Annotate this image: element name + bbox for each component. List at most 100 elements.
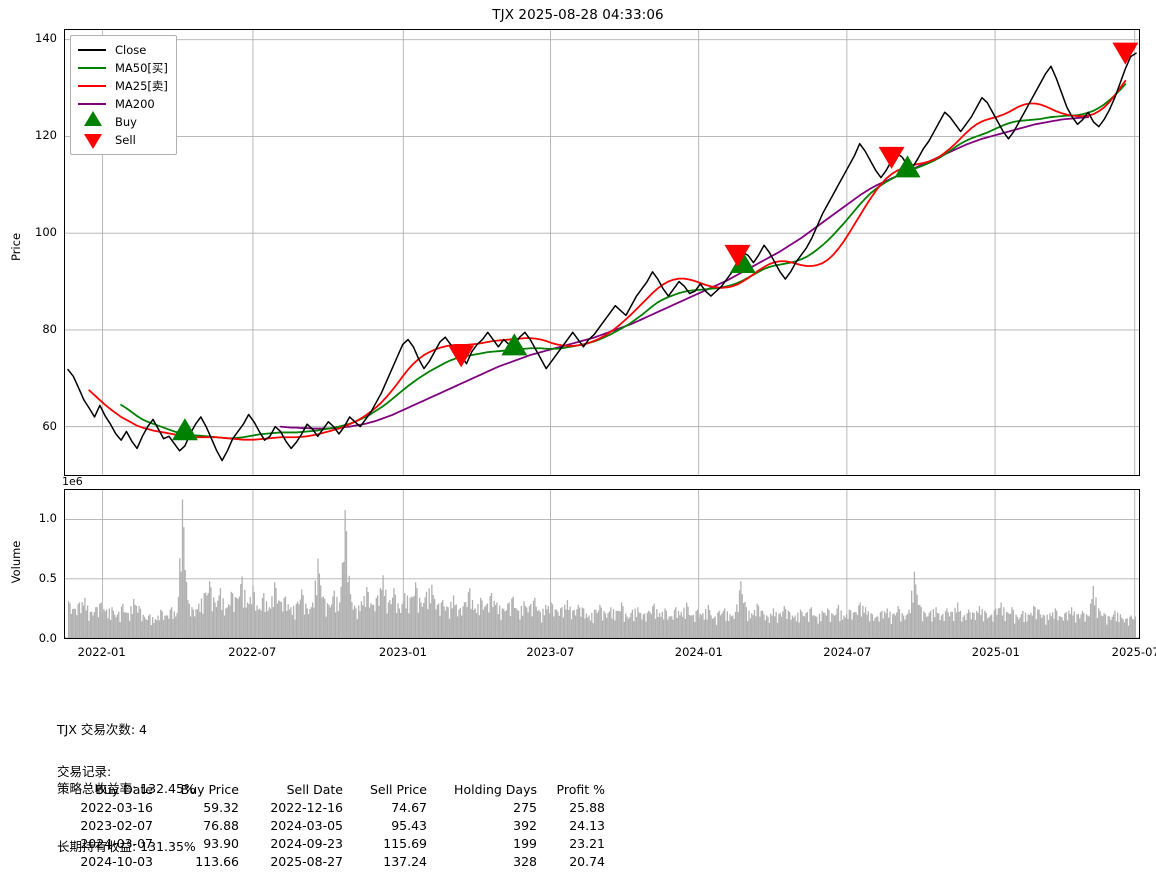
volume-bar	[507, 603, 509, 638]
volume-bar	[572, 610, 574, 638]
volume-bar	[513, 607, 516, 638]
volume-bar	[667, 619, 669, 638]
volume-bar	[898, 609, 901, 638]
volume-bar	[589, 620, 592, 638]
volume-bar	[447, 607, 449, 638]
volume-bar	[119, 622, 121, 638]
volume-bar	[257, 609, 260, 638]
volume-bar	[673, 609, 676, 638]
volume-bar	[866, 614, 868, 638]
volume-bar	[93, 612, 96, 638]
volume-bar	[236, 597, 238, 638]
volume-bar	[298, 604, 300, 638]
volume-bar	[519, 619, 521, 638]
volume-bar	[438, 603, 440, 638]
table-row: 2024-10-03 113.66 2025-08-27 137.24 328 20.74	[57, 853, 605, 871]
volume-bar	[372, 604, 375, 638]
volume-bar	[810, 607, 813, 638]
volume-bar	[837, 604, 840, 638]
volume-bar	[688, 615, 691, 638]
volume-bar	[221, 609, 223, 638]
volume-bar	[85, 610, 87, 638]
volume-bar	[530, 604, 532, 638]
volume-bar	[919, 604, 921, 638]
volume-bar	[467, 592, 470, 638]
volume-bar	[432, 595, 434, 638]
volume-bar	[1024, 612, 1027, 638]
volume-bar	[553, 616, 555, 638]
volume-bar	[80, 613, 82, 638]
volume-bar	[1134, 616, 1136, 638]
volume-bar	[923, 611, 925, 638]
volume-bar	[913, 571, 916, 638]
volume-bar	[719, 615, 722, 638]
volume-bar	[625, 613, 627, 638]
volume-bar	[755, 616, 757, 638]
volume-bar	[790, 619, 792, 638]
table-row: 2023-02-07 76.88 2024-03-05 95.43 392 24.13	[57, 817, 605, 835]
volume-bar	[456, 616, 459, 638]
chart-legend[interactable]: Close MA50[买] MA25[卖] MA200 Buy Sell	[70, 35, 177, 155]
volume-bar	[522, 615, 524, 638]
volume-bar	[1003, 607, 1005, 638]
volume-bar	[826, 608, 829, 638]
volume-bar	[1104, 614, 1107, 638]
legend-line-swatch	[77, 97, 107, 111]
cell-buy-price: 93.90	[203, 836, 239, 851]
volume-bar	[1073, 611, 1075, 638]
volume-bar	[657, 617, 659, 638]
volume-y-tick: 1.0	[38, 511, 57, 525]
volume-bar	[782, 611, 784, 638]
volume-bar	[374, 611, 376, 638]
volume-bar	[999, 607, 1001, 638]
volume-bar	[860, 616, 863, 638]
volume-bar	[505, 610, 508, 638]
volume-bar	[115, 617, 117, 638]
volume-bar	[660, 616, 662, 638]
volume-bar	[710, 615, 712, 638]
volume-bar	[696, 609, 699, 638]
volume-bar	[588, 615, 590, 638]
volume-bar	[114, 614, 116, 638]
volume-bar	[143, 616, 146, 638]
volume-bar	[171, 607, 173, 638]
volume-bar	[329, 607, 331, 638]
volume-bar	[1011, 607, 1013, 638]
volume-bar	[387, 602, 390, 638]
volume-bar	[462, 606, 464, 638]
volume-bar	[454, 605, 456, 638]
volume-bar	[352, 609, 354, 638]
volume-bar	[707, 604, 710, 638]
volume-bar	[1080, 614, 1082, 638]
volume-bar	[1108, 616, 1111, 638]
volume-bar	[614, 620, 616, 638]
volume-bar	[824, 612, 826, 638]
volume-bar	[658, 613, 661, 638]
volume-bar	[446, 606, 448, 638]
volume-bar	[982, 621, 985, 638]
volume-bar	[595, 609, 597, 638]
volume-bar	[367, 591, 369, 638]
cell-sell-price: 74.67	[391, 800, 427, 815]
volume-bar	[1117, 612, 1119, 638]
volume-bar	[156, 620, 158, 638]
volume-bar	[753, 609, 756, 638]
volume-bar	[551, 604, 554, 638]
volume-bar	[747, 621, 749, 638]
volume-bar	[1007, 612, 1009, 638]
volume-bar	[805, 613, 807, 638]
volume-bar	[944, 611, 947, 638]
volume-bar	[386, 613, 388, 638]
volume-bar	[748, 610, 750, 638]
volume-bar	[932, 609, 935, 638]
volume-bar	[126, 612, 128, 638]
volume-bar	[202, 613, 204, 638]
cell-buy-date: 2024-03-07	[80, 836, 153, 851]
volume-bar	[664, 608, 666, 638]
matplotlib-figure: TJX 2025-08-28 04:33:06 1e6 Price Volume…	[9, 7, 1156, 871]
series-line-ma200	[279, 116, 1090, 430]
legend-line-swatch	[77, 79, 107, 93]
volume-bar	[722, 610, 724, 638]
figure-title: TJX 2025-08-28 04:33:06	[492, 7, 664, 23]
volume-bar	[584, 618, 586, 638]
